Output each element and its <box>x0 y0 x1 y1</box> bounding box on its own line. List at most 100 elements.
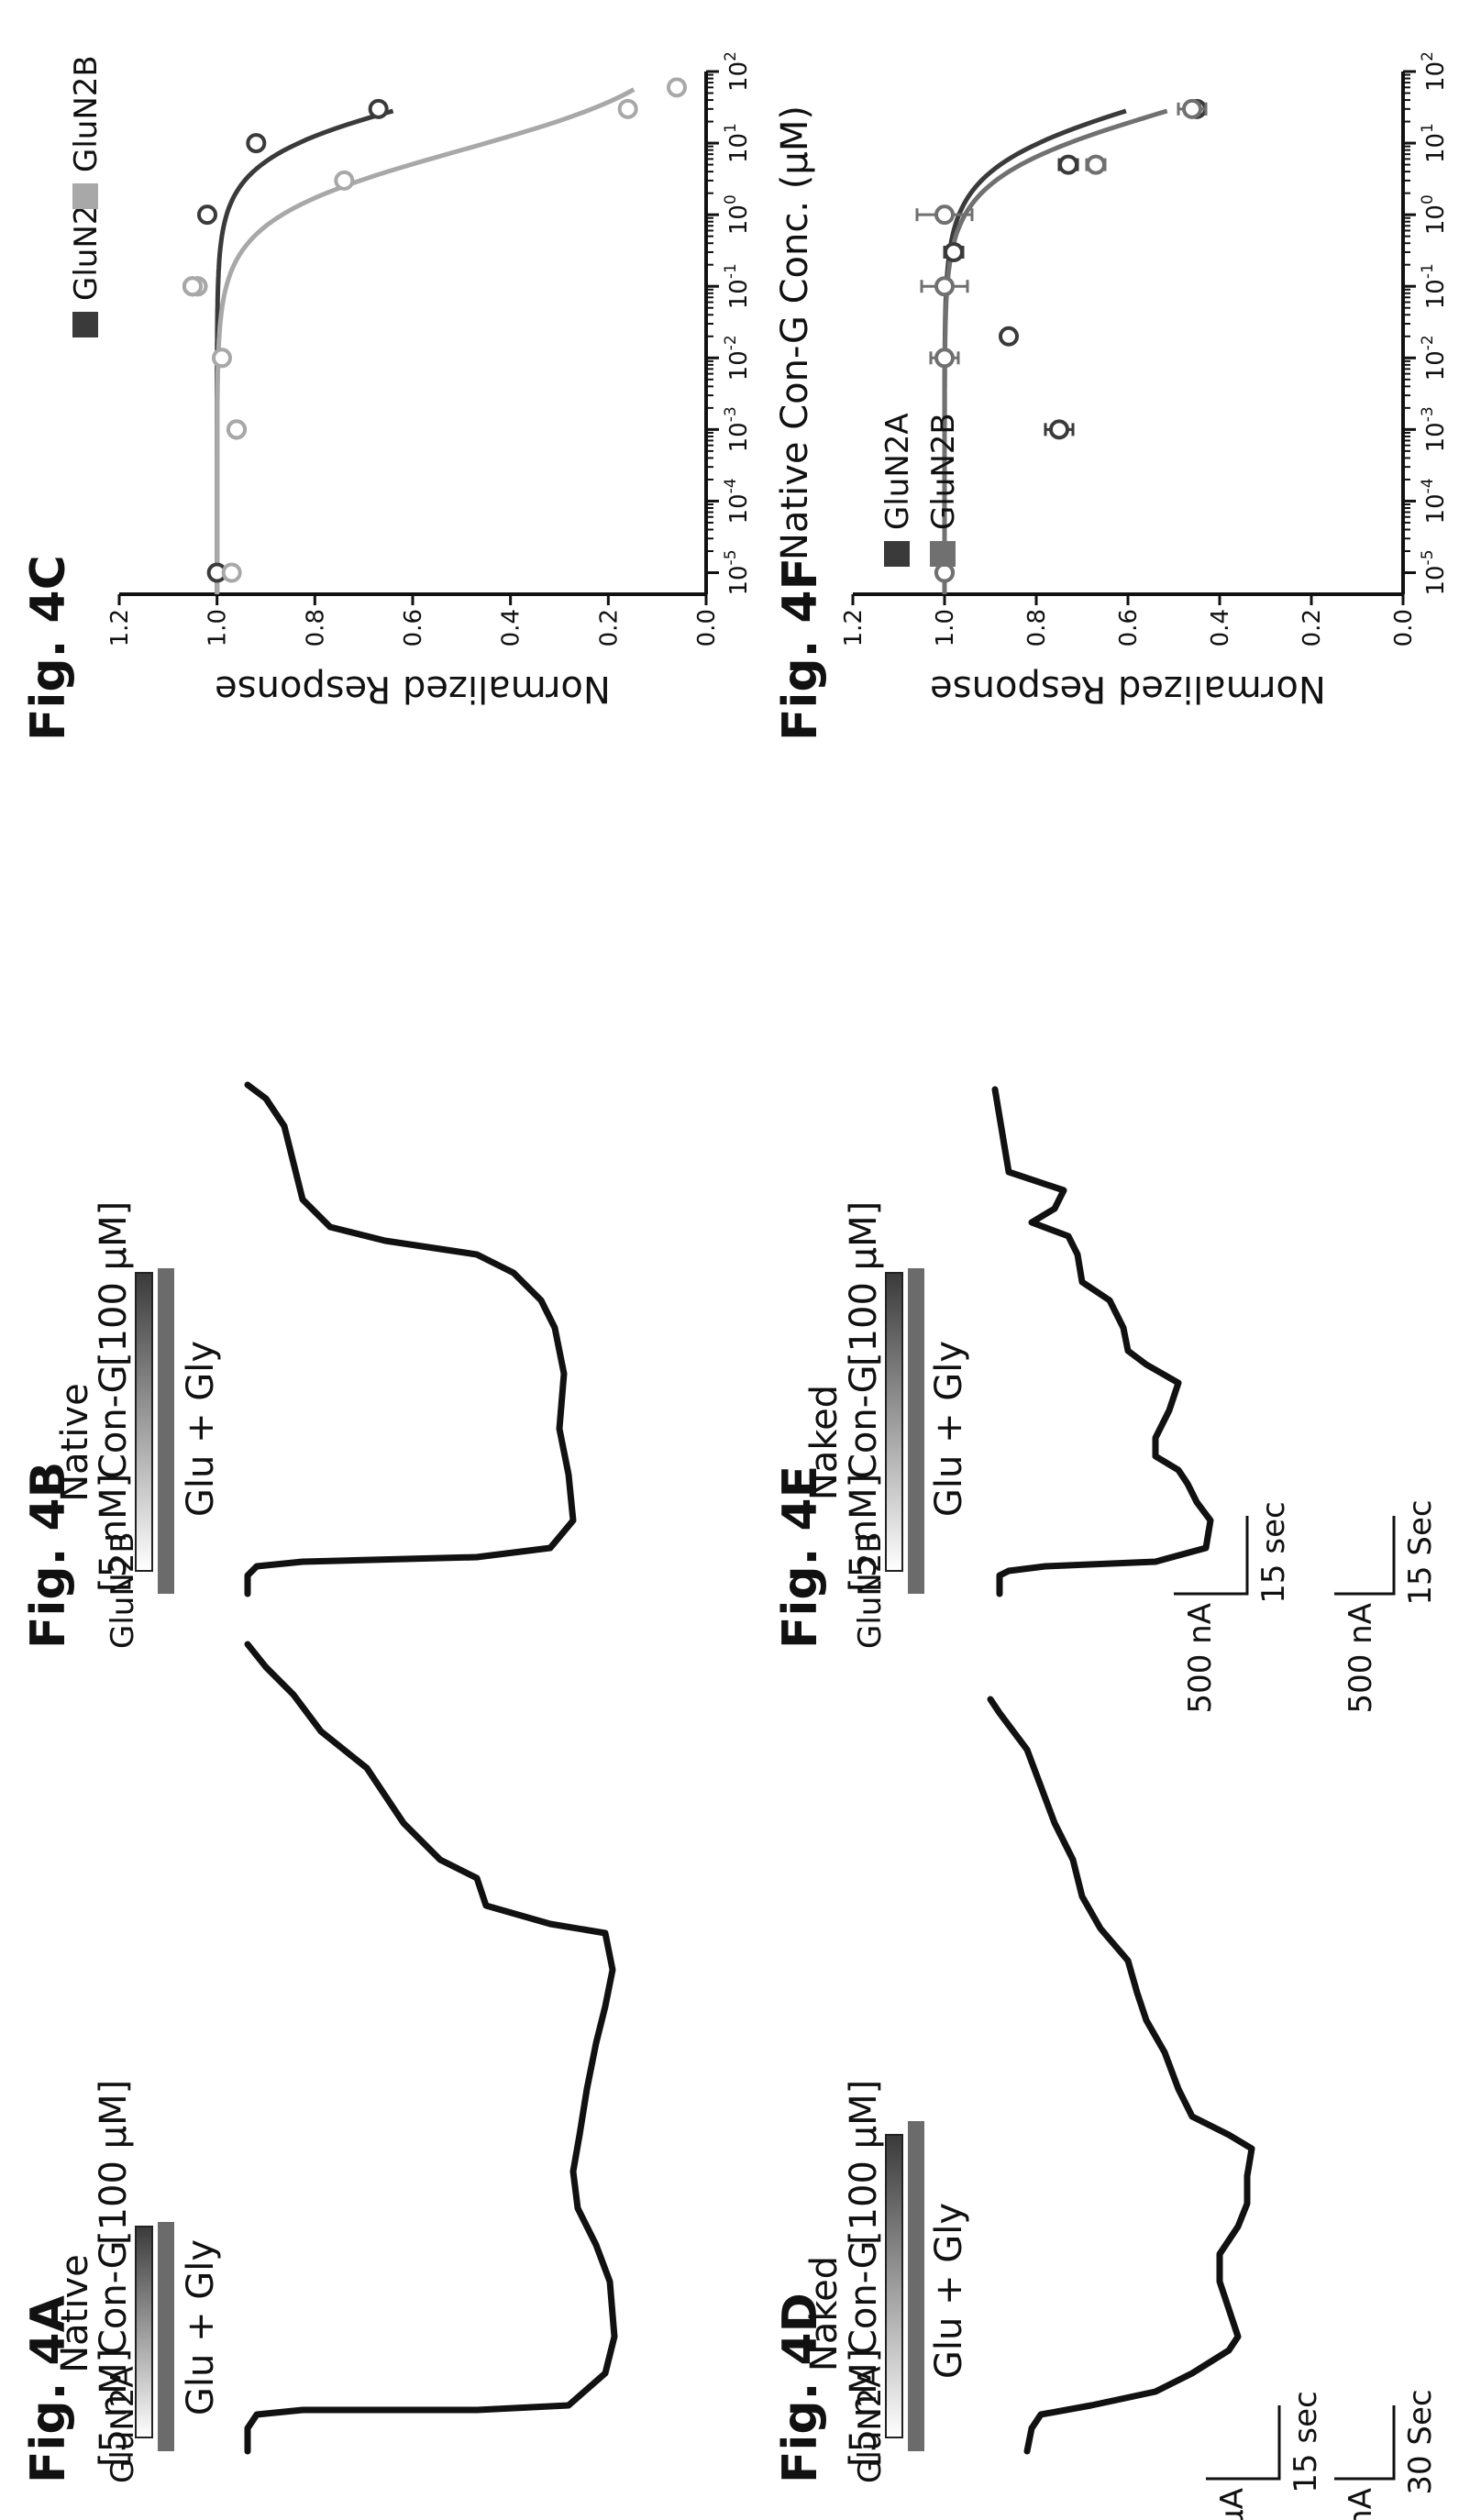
data-point-glun2b <box>227 419 247 440</box>
y-tick-label: 1.0 <box>204 609 232 647</box>
panel-e-scale-x: 15 Sec <box>1402 1499 1439 1605</box>
panel-b-agonist: Glu + Gly <box>180 1341 222 1517</box>
panel-e-conc-high: [100 µM] <box>843 1201 885 1366</box>
x-tick-exponent: -3 <box>1419 406 1437 422</box>
x-tick-exponent: -2 <box>722 335 740 350</box>
legend-label-glun2a: GluN2A <box>879 413 916 530</box>
x-tick-label: 100 <box>722 194 753 235</box>
data-point-glun2b <box>182 276 203 297</box>
x-tick-label: 10-4 <box>722 478 753 524</box>
panel-b-drug-bar <box>135 1272 153 1572</box>
data-point-glun2b <box>934 348 955 369</box>
panel-e-current-trace <box>991 1086 1214 1597</box>
data-point-glun2b <box>934 562 955 583</box>
panel-b-label: Fig. 4B <box>21 1462 76 1649</box>
panel-e-drug-bar <box>885 1272 903 1572</box>
legend-label-glun2b: GluN2B <box>925 413 962 530</box>
panel-b-current-trace <box>244 1081 577 1597</box>
panel-a-scale-bar: 1 µA 15 sec <box>1206 2391 1324 2520</box>
panel-a-label: Fig. 4A <box>21 2295 76 2483</box>
y-tick-label: 0.2 <box>595 609 623 647</box>
x-tick-label: 10-1 <box>1419 263 1450 309</box>
panel-b-scale-bar: 500 nA 15 sec <box>1174 1501 1292 1714</box>
panel-b: Fig. 4B GluN2B Native [5 nM] Con-G [100 … <box>21 1081 1292 1714</box>
panel-e-conc-low: [5 nM] <box>843 1474 885 1592</box>
panel-f-chart: 0.00.20.40.60.81.01.210-510-410-310-210-… <box>840 51 1450 710</box>
panel-d-agonist-bar <box>908 2121 924 2451</box>
data-point-glun2a <box>999 326 1019 347</box>
x-tick-label: 100 <box>1419 194 1450 235</box>
fit-curve-glun2a <box>215 108 394 594</box>
panel-e-agonist-bar <box>908 1268 924 1594</box>
y-tick-label: 1.2 <box>106 609 134 647</box>
panel-a-drug: Con-G <box>93 2240 135 2355</box>
data-point-glun2b <box>617 98 638 119</box>
y-tick-label: 0.4 <box>498 609 525 647</box>
y-tick-label: 0.0 <box>693 609 721 647</box>
panel-a-conc-high: [100 µM] <box>93 2080 135 2245</box>
x-tick-exponent: -4 <box>722 478 740 493</box>
x-tick-exponent: -1 <box>1419 263 1437 279</box>
legend-swatch-glun2b <box>72 183 98 209</box>
panel-b-scale-x: 15 sec <box>1255 1501 1292 1603</box>
panel-d-agonist: Glu + Gly <box>928 2203 970 2379</box>
y-tick-label: 0.2 <box>1299 609 1326 647</box>
panel-b-conc-high: [100 µM] <box>93 1201 135 1366</box>
panel-b-agonist-bar <box>158 1268 174 1594</box>
panel-d-conc-low: [5 nM] <box>843 2349 885 2467</box>
panel-d-conc-high: [100 µM] <box>843 2080 885 2245</box>
x-tick-label: 10-2 <box>1419 335 1450 381</box>
panel-a-current-trace <box>244 1641 618 2455</box>
x-tick-exponent: -2 <box>1419 335 1437 350</box>
x-tick-label: 101 <box>1419 123 1450 163</box>
x-tick-label: 10-1 <box>722 263 753 309</box>
data-point-glun2b <box>934 276 955 297</box>
panel-e: Fig. 4E GluN2B Naked [5 nM] Con-G [100 µ… <box>773 1086 1439 1714</box>
y-tick-label: 0.6 <box>1115 609 1143 647</box>
x-tick-exponent: -1 <box>722 263 740 279</box>
panel-a: Fig. 4A GluN2A Native [5 nM] Con-G [100 … <box>21 1641 1324 2520</box>
y-tick-label: 0.6 <box>400 609 427 647</box>
x-tick-label: 10-4 <box>1419 478 1450 524</box>
y-tick-label: 0.0 <box>1390 609 1418 647</box>
fit-curve-glun2a <box>942 108 1127 594</box>
panel-b-peptide: Native <box>54 1383 96 1502</box>
y-axis-label: Normalized Response <box>215 668 611 710</box>
panel-d-scale-y: 250 nA <box>1343 2488 1379 2520</box>
data-point-glun2a <box>1058 154 1078 175</box>
x-tick-exponent: 1 <box>1419 123 1437 133</box>
data-point-glun2b <box>667 77 687 98</box>
data-point-glun2b <box>1182 98 1202 119</box>
panel-e-scale-bar: 500 nA 15 Sec <box>1334 1499 1439 1714</box>
x-tick-exponent: 1 <box>722 123 740 133</box>
x-tick-label: 10-3 <box>722 406 753 452</box>
y-tick-label: 0.8 <box>302 609 329 647</box>
x-tick-label: 10-2 <box>722 335 753 381</box>
x-tick-exponent: -4 <box>1419 478 1437 493</box>
data-point-glun2b <box>1086 154 1106 175</box>
x-tick-exponent: 0 <box>722 194 740 204</box>
data-point-glun2a <box>368 98 389 119</box>
y-axis-label: Normalized Response <box>930 668 1326 710</box>
panel-d-scale-x: 30 Sec <box>1402 2389 1439 2494</box>
panel-d-drug-bar <box>885 2134 903 2438</box>
panel-c: Fig. 4C 0.00.20.40.60.81.01.210-510-410-… <box>21 51 816 741</box>
legend-swatch-glun2a <box>72 312 98 337</box>
panel-c-label: Fig. 4C <box>21 555 76 741</box>
panel-d-current-trace <box>987 1696 1255 2455</box>
panel-e-label: Fig. 4E <box>773 1465 828 1649</box>
data-point-glun2b <box>212 348 232 369</box>
x-axis-label: Native Con-G Conc. (µM) <box>774 105 816 560</box>
data-point-glun2a <box>1049 419 1069 440</box>
x-tick-label: 101 <box>722 123 753 163</box>
panel-e-scale-y: 500 nA <box>1343 1603 1379 1714</box>
panel-d-peptide: Naked <box>803 2256 846 2371</box>
panel-a-scale-y: 1 µA <box>1214 2488 1251 2520</box>
panel-a-conc-low: [5 nM] <box>93 2349 135 2467</box>
x-tick-exponent: -3 <box>722 406 740 422</box>
panel-d-drug: Con-G <box>843 2240 885 2355</box>
panel-f-label: Fig. 4F <box>773 558 828 741</box>
x-tick-label: 10-5 <box>722 549 753 595</box>
panel-e-drug: Con-G <box>843 1365 885 1479</box>
